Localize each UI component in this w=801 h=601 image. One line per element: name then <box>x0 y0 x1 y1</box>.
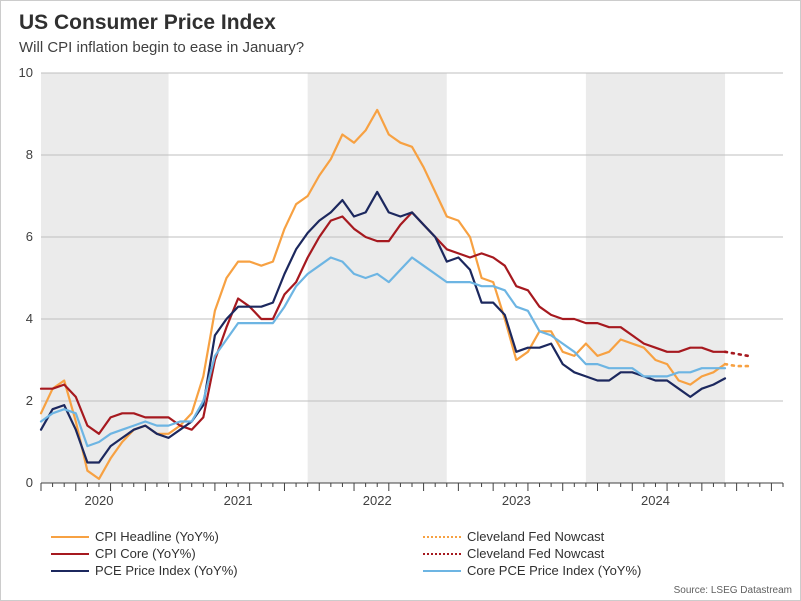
legend-label: Core PCE Price Index (YoY%) <box>467 563 641 578</box>
legend-item: Cleveland Fed Nowcast <box>423 529 604 544</box>
y-tick-label: 2 <box>26 393 33 408</box>
y-tick-label: 0 <box>26 475 33 490</box>
y-tick-label: 6 <box>26 229 33 244</box>
x-tick-label: 2020 <box>85 493 114 508</box>
legend-row: CPI Core (YoY%) Cleveland Fed Nowcast <box>51 546 771 561</box>
legend: CPI Headline (YoY%) Cleveland Fed Nowcast… <box>51 529 771 580</box>
x-tick-label: 2022 <box>363 493 392 508</box>
shaded-band <box>586 73 725 483</box>
legend-item: Cleveland Fed Nowcast <box>423 546 604 561</box>
legend-item: CPI Headline (YoY%) <box>51 529 413 544</box>
legend-label: PCE Price Index (YoY%) <box>95 563 238 578</box>
series-line <box>725 352 748 356</box>
y-tick-label: 4 <box>26 311 33 326</box>
x-tick-label: 2023 <box>502 493 531 508</box>
legend-swatch <box>51 564 89 578</box>
source-attribution: Source: LSEG Datastream <box>674 585 792 596</box>
legend-swatch <box>423 564 461 578</box>
legend-item: PCE Price Index (YoY%) <box>51 563 413 578</box>
legend-swatch <box>51 530 89 544</box>
line-chart: 0 2 4 6 8 10 2020 2021 2022 2023 2024 <box>1 1 801 601</box>
legend-label: CPI Headline (YoY%) <box>95 529 219 544</box>
x-tick-label: 2021 <box>224 493 253 508</box>
chart-container: US Consumer Price Index Will CPI inflati… <box>0 0 801 601</box>
series-line <box>725 364 748 366</box>
legend-label: Cleveland Fed Nowcast <box>467 529 604 544</box>
legend-item: CPI Core (YoY%) <box>51 546 413 561</box>
legend-label: Cleveland Fed Nowcast <box>467 546 604 561</box>
legend-swatch <box>423 547 461 561</box>
shaded-band <box>308 73 447 483</box>
y-tick-label: 10 <box>19 65 33 80</box>
legend-swatch <box>51 547 89 561</box>
shaded-band <box>41 73 169 483</box>
y-tick-label: 8 <box>26 147 33 162</box>
legend-row: CPI Headline (YoY%) Cleveland Fed Nowcast <box>51 529 771 544</box>
legend-label: CPI Core (YoY%) <box>95 546 196 561</box>
legend-swatch <box>423 530 461 544</box>
x-tick-label: 2024 <box>641 493 670 508</box>
legend-item: Core PCE Price Index (YoY%) <box>423 563 641 578</box>
legend-row: PCE Price Index (YoY%) Core PCE Price Ind… <box>51 563 771 578</box>
